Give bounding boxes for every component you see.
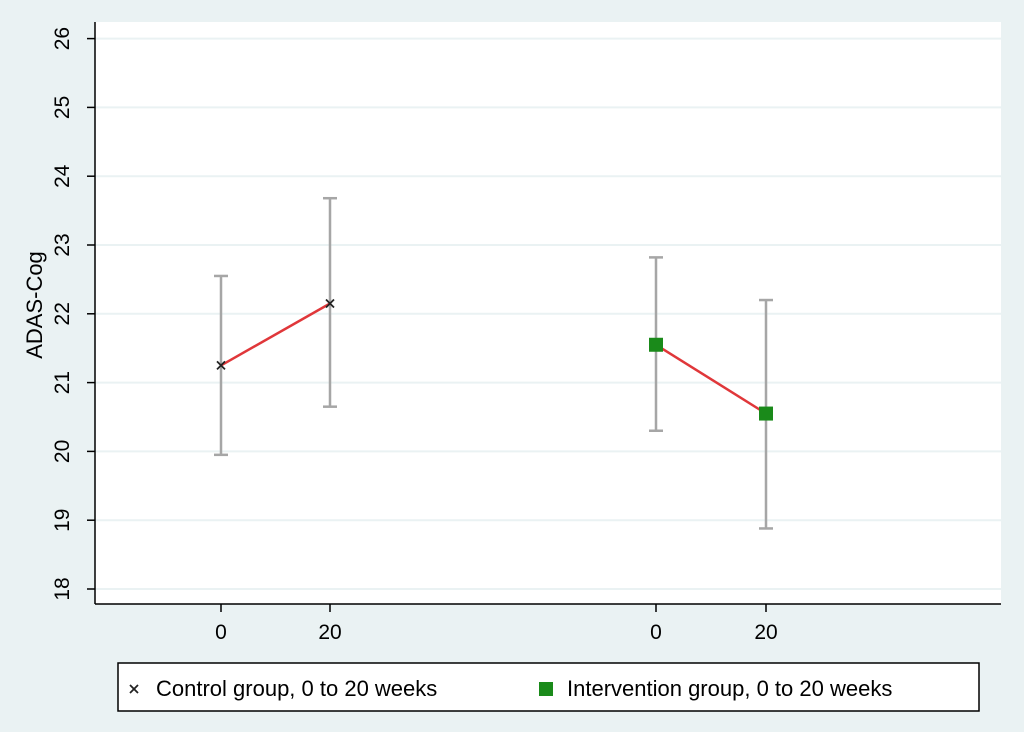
y-tick-label: 24 (51, 164, 74, 188)
x-tick-label: 20 (318, 621, 341, 644)
series-line (220, 302, 331, 367)
y-tick-label: 26 (51, 27, 74, 50)
y-tick-label: 21 (51, 371, 74, 394)
data-point-x (325, 298, 335, 309)
gridlines (95, 37, 1001, 590)
data-point-square (759, 406, 773, 421)
x-marker-stroke (129, 684, 139, 694)
x-marker-stroke (325, 298, 335, 309)
legend-marker-x (129, 684, 139, 694)
x-tick-label: 0 (650, 621, 662, 644)
x-ticks: 0 20 0 20 (215, 604, 778, 644)
legend: Control group, 0 to 20 weeks Intervention… (117, 662, 980, 712)
x-marker-stroke (216, 360, 226, 371)
y-tick-label: 18 (51, 577, 74, 600)
x-tick-label: 0 (215, 621, 227, 644)
legend-marker-square (539, 682, 553, 696)
data-point-x (216, 360, 226, 371)
x-tick-label: 20 (754, 621, 777, 644)
series-layer (214, 196, 773, 530)
series-line (655, 343, 767, 415)
y-ticks: 18 19 20 21 22 23 24 25 26 (51, 27, 95, 601)
y-tick-label: 22 (51, 302, 74, 325)
data-point-square (649, 337, 663, 352)
y-tick-label: 19 (51, 509, 74, 532)
legend-label-intervention: Intervention group, 0 to 20 weeks (567, 676, 892, 701)
legend-label-control: Control group, 0 to 20 weeks (156, 676, 437, 701)
y-tick-label: 25 (51, 96, 74, 119)
y-tick-label: 23 (51, 233, 74, 256)
y-axis-title: ADAS-Cog (22, 251, 47, 359)
y-tick-label: 20 (51, 440, 74, 463)
